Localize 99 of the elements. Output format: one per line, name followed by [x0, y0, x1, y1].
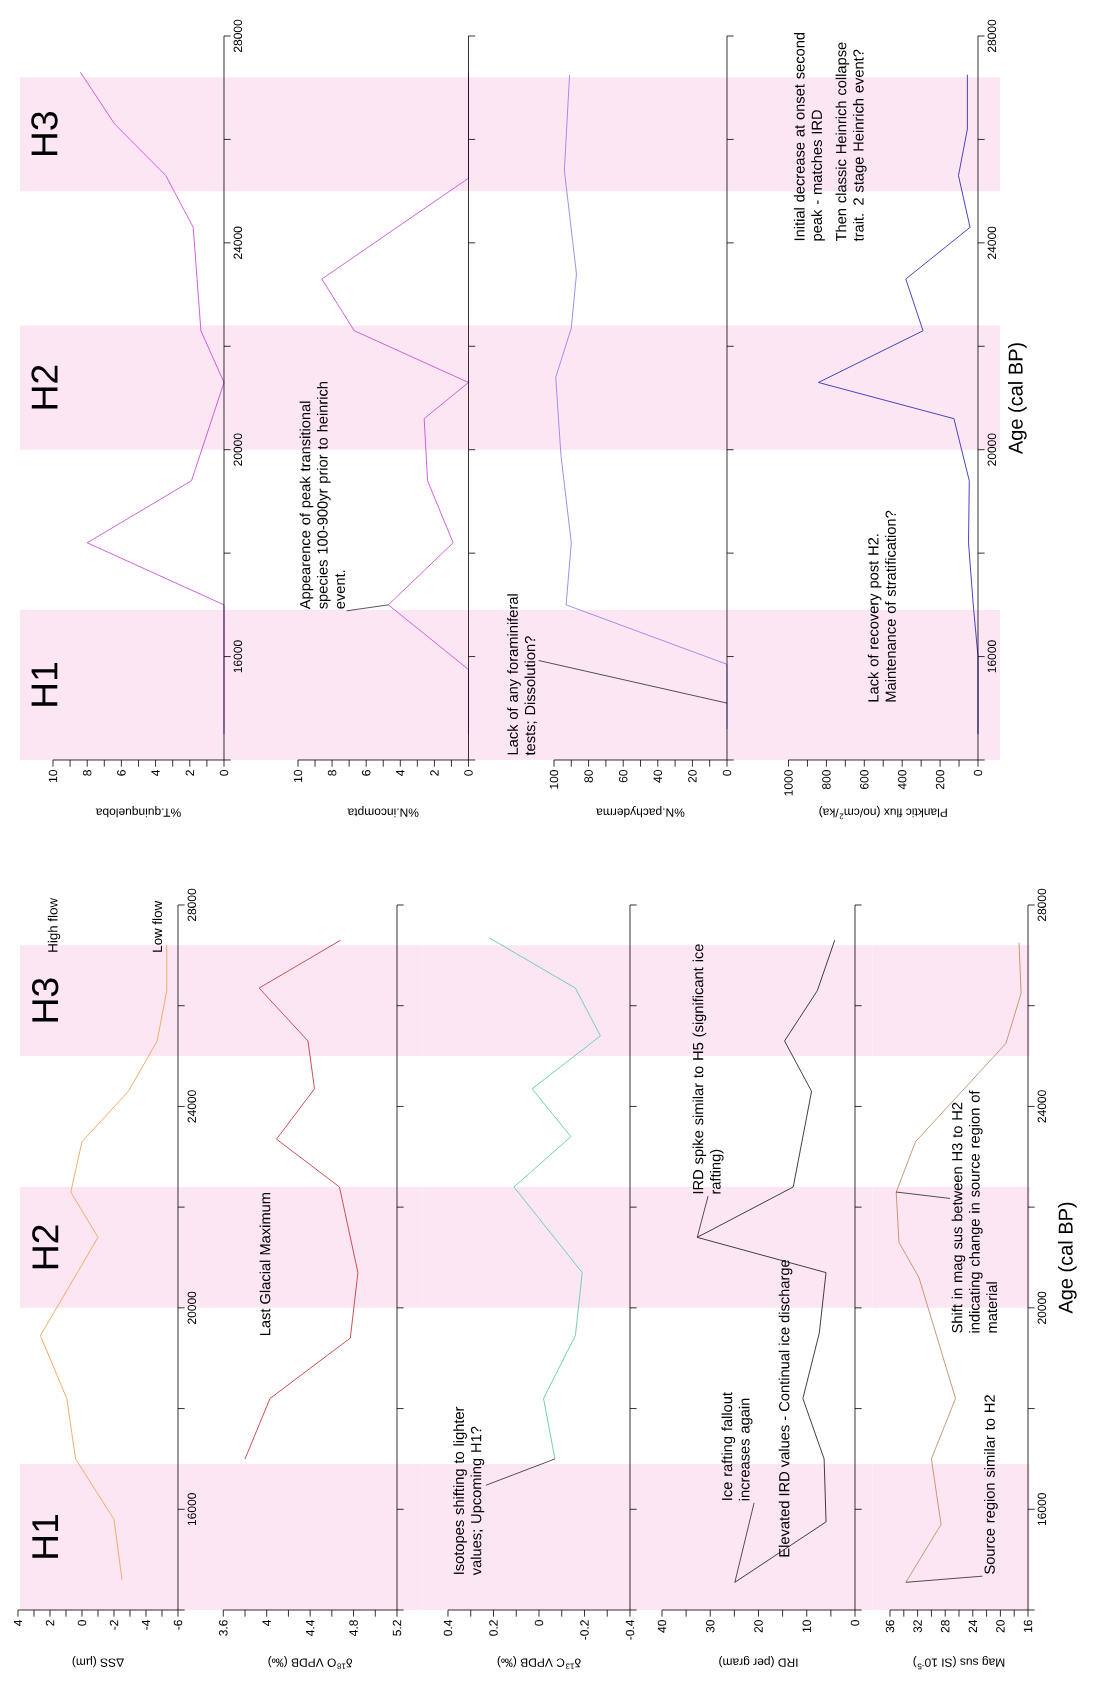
annotation: Isotopes shifting to lighter values; Upcoming H1? [453, 1406, 485, 1576]
x-tick-label: -0.4 [625, 1619, 635, 1640]
x-tick-label: -4 [141, 1619, 151, 1630]
y-tick-label: 16000 [1037, 1493, 1047, 1526]
x-tick-label: 600 [860, 770, 869, 790]
x-tick-label: -0.2 [580, 1620, 589, 1640]
x-tick-label: 28 [940, 1620, 950, 1633]
y-axis-title: Age (cal BP) [1008, 343, 1027, 455]
y-tick-label: 28000 [1037, 888, 1047, 922]
x-axis-title: Planktic flux (no/cm$^{2}$/ka) [819, 806, 947, 820]
x-tick-label: 1000 [784, 770, 793, 796]
annotation: Shift in mag sus between H3 to H2 indicating change in source region of material [951, 1090, 998, 1333]
x-tick-label: -2 [109, 1620, 119, 1630]
annotation: Initial decrease at onset second peak - matches IRD [793, 32, 825, 241]
x-tick-label: 0.4 [443, 1619, 453, 1636]
annotation: Elevated IRD values - Continual ice discharge [778, 1259, 793, 1557]
x-axis-title: ΔSS (µm) [72, 1656, 124, 1668]
x-tick-label: 4 [151, 769, 160, 776]
x-axis-title: %N.incompta [347, 806, 419, 818]
x-axis-title: δ$^{13}$C VPDB (‰) [497, 1656, 581, 1670]
x-tick-label: 0 [722, 770, 732, 776]
band-label: H3 [31, 978, 59, 1022]
x-tick-label: 40 [657, 1620, 667, 1633]
x-axis-title: IRD (per gram) [719, 1656, 798, 1668]
band-label: H3 [31, 112, 58, 156]
x-tick-label: -6 [173, 1620, 183, 1630]
annotation: Appearence of peak transitional species 100-900yr prior to heinrich event. [299, 382, 346, 610]
x-tick-label: 20 [754, 1620, 763, 1633]
x-tick-label: 8 [82, 770, 92, 776]
x-tick-label: 20 [996, 1620, 1005, 1633]
x-tick-label: 10 [802, 1620, 811, 1633]
y-axis-title: Age (cal BP) [1058, 1202, 1077, 1314]
y-tick-label: 16000 [233, 640, 243, 673]
y-tick-label: 16000 [187, 1493, 197, 1526]
x-tick-label: 16 [1023, 1620, 1033, 1633]
y-tick-label: 28000 [187, 888, 197, 922]
y-tick-label: 28000 [233, 19, 243, 53]
x-tick-label: 0 [973, 770, 983, 776]
x-axis-title: Mag sus (SI 10$^{-5}$) [913, 1656, 1005, 1670]
annotation: IRD spike similar to H5 (significant ice rafting) [692, 944, 724, 1194]
x-tick-label: 30 [705, 1620, 715, 1633]
x-tick-label: 10 [293, 770, 303, 783]
x-tick-label: 4.4 [306, 1619, 315, 1637]
y-tick-label: 24000 [233, 226, 243, 259]
x-tick-label: 2 [185, 770, 194, 776]
band-label: H1 [31, 662, 58, 706]
band-label: H2 [32, 1225, 59, 1269]
x-tick-label: 10 [48, 770, 58, 783]
y-tick-label: 20000 [187, 1291, 197, 1324]
x-tick-label: 4 [396, 769, 405, 776]
x-tick-label: 0 [850, 1620, 860, 1626]
x-tick-label: 3.6 [219, 1620, 228, 1636]
annotation: Low flow [152, 900, 163, 952]
x-tick-label: 40 [653, 770, 663, 783]
x-tick-label: 0.2 [489, 1620, 498, 1636]
y-tick-label: 20000 [1037, 1291, 1047, 1324]
annotation: Source region similar to H2 [984, 1395, 998, 1574]
band-label: H1 [32, 1514, 59, 1558]
annotation: High flow [47, 897, 61, 952]
x-axis-title: %T.quinqueloba [95, 806, 181, 818]
x-tick-label: 4 [262, 1619, 271, 1626]
annotation: Then classic Heinrich collapse trait. 2 stage Heinrich event? [835, 42, 867, 242]
y-tick-label: 20000 [233, 433, 243, 466]
x-tick-label: 400 [897, 770, 907, 790]
x-tick-label: 0 [464, 770, 473, 776]
x-tick-label: 0 [77, 1620, 87, 1626]
y-tick-label: 24000 [987, 226, 997, 259]
x-tick-label: 4 [13, 1619, 23, 1626]
annotation: Lack of any foraminiferal tests; Dissolution? [507, 594, 537, 756]
annotation: Ice rafting fallout increases again [721, 1392, 753, 1501]
y-tick-label: 28000 [987, 19, 997, 53]
x-tick-label: 8 [327, 770, 337, 776]
y-tick-label: 24000 [187, 1090, 197, 1123]
y-tick-label: 20000 [987, 433, 997, 466]
annotation: Lack of recovery post H2. Maintenance of stratification? [867, 510, 896, 702]
x-tick-label: 0 [534, 1620, 544, 1626]
x-tick-label: 5.2 [392, 1620, 402, 1636]
line-series [895, 942, 1022, 1583]
x-tick-label: 6 [117, 770, 126, 776]
x-axis-title: %N.pachyderma [596, 806, 685, 818]
x-tick-label: 20 [688, 770, 697, 783]
x-tick-label: 6 [361, 770, 371, 776]
x-tick-label: 24 [968, 1619, 977, 1633]
x-tick-label: 2 [430, 770, 439, 776]
x-tick-label: 60 [618, 770, 628, 783]
x-tick-label: 36 [885, 1620, 895, 1633]
x-tick-label: 4.8 [349, 1620, 358, 1637]
x-tick-label: 100 [549, 770, 559, 789]
x-tick-label: 80 [584, 770, 593, 783]
annotation: Last Glacial Maximum [259, 1193, 271, 1336]
x-axis-title: δ$^{18}$O VPDB (‰) [268, 1656, 353, 1670]
x-tick-label: 0 [219, 770, 229, 776]
x-tick-label: 200 [935, 770, 945, 790]
y-tick-label: 16000 [987, 640, 997, 673]
x-tick-label: 2 [45, 1620, 55, 1626]
x-tick-label: 800 [822, 770, 831, 790]
band-label: H2 [31, 365, 58, 409]
y-tick-label: 24000 [1037, 1090, 1047, 1123]
x-tick-label: 32 [913, 1620, 922, 1633]
